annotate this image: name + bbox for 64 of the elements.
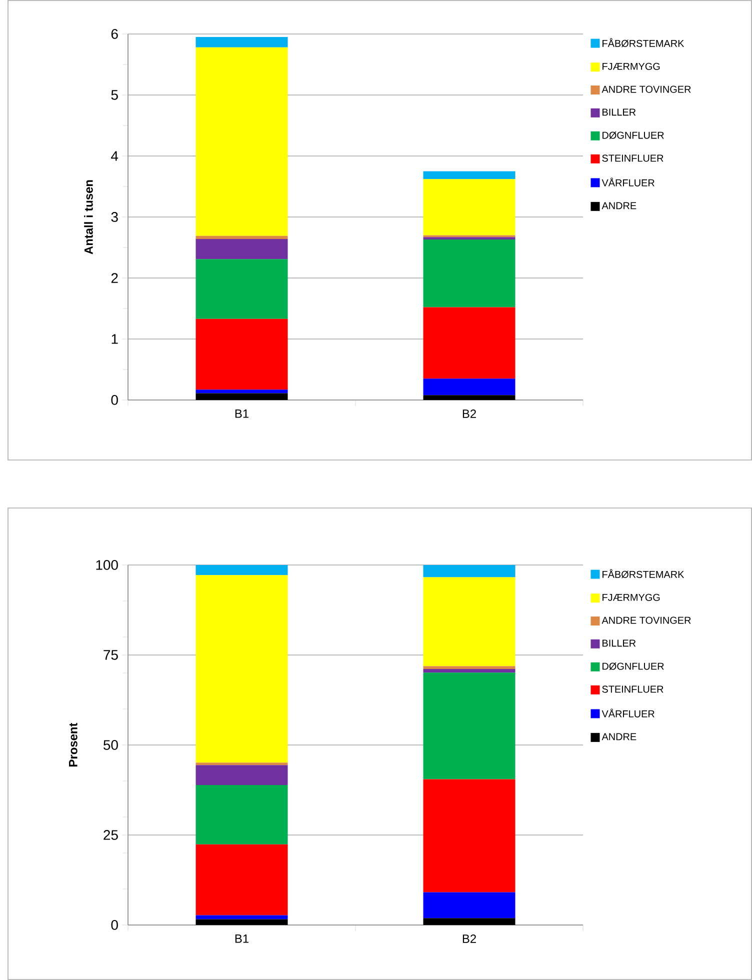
legend-label: BILLER [602,640,636,647]
y-tick-label: 100 [96,560,118,570]
bar [423,378,516,396]
bar [196,784,288,844]
y-tick-label: 75 [104,650,118,660]
legend-label: ANDRE TOVINGER [602,86,691,93]
y-tick-label: 4 [111,151,118,161]
y-tick-label: 1 [112,334,118,344]
bar [196,564,288,576]
legend-label: FÅBØRSTEMARK [602,569,684,578]
y-tick-label: 6 [111,29,118,39]
legend-label: FÅBØRSTEMARK [602,38,684,48]
legend-label: BILLER [602,108,636,116]
y-axis-title: Prosent [69,722,78,766]
bar [423,395,516,400]
bar [423,666,516,670]
bar [423,779,516,892]
y-tick-label: 3 [111,212,118,222]
bar [196,765,288,785]
bar [423,171,516,180]
y-tick-label: 0 [111,395,118,405]
x-tick-label: B2 [462,934,476,943]
bar [196,238,288,260]
bar [423,577,516,666]
y-tick-label: 0 [111,920,118,930]
y-tick-label: 5 [111,90,118,100]
bar [423,240,516,308]
legend-label: ANDRE [602,202,636,210]
bar [196,318,288,390]
bar [196,844,288,916]
legend-label: FJÆRMYGG [602,62,660,70]
bar [196,259,288,319]
legend-label: ANDRE TOVINGER [602,616,691,624]
legend-label: DØGNFLUER [602,662,664,670]
legend-label: VÅRFLUER [602,178,654,186]
bar [423,892,516,918]
x-tick-label: B1 [235,410,248,418]
bar [196,236,288,239]
bar [423,672,516,780]
legend-label: DØGNFLUER [602,132,664,139]
bar [196,919,288,925]
bar [196,762,288,766]
bar [196,390,288,394]
legend-label: ANDRE [602,733,636,740]
legend-label: FJÆRMYGG [602,594,660,601]
bar [423,918,516,925]
y-tick-label: 25 [104,830,118,840]
bar [196,393,288,400]
y-axis-title: Antall i tusen [84,180,93,254]
legend-label: STEINFLUER [602,154,664,162]
x-tick-label: B1 [235,934,248,943]
bar [423,564,516,578]
bar [196,575,288,763]
bar [196,47,288,236]
y-tick-label: 50 [104,740,118,750]
bar [423,237,516,240]
bar [423,179,516,236]
x-tick-label: B2 [462,410,476,418]
bar [423,669,516,673]
legend-label: STEINFLUER [602,686,664,693]
legend-label: VÅRFLUER [602,708,654,718]
bar [423,307,516,379]
bar [196,37,288,48]
y-tick-label: 2 [111,273,118,283]
